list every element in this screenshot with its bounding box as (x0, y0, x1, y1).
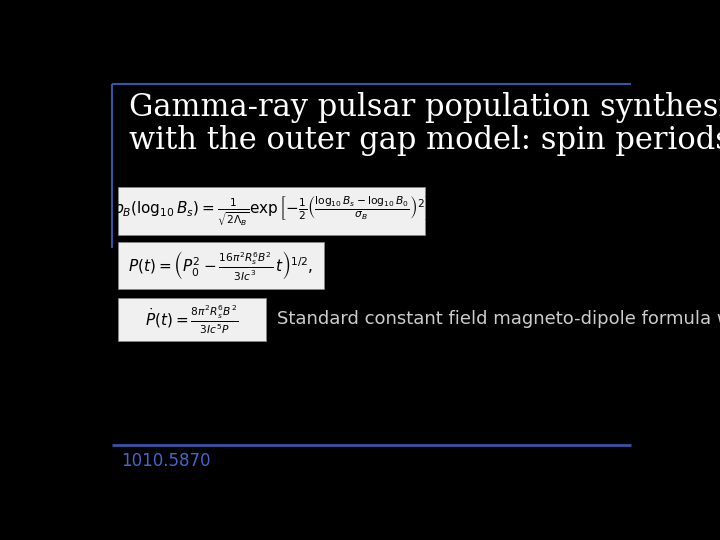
Text: Standard constant field magneto-dipole formula with constant angle: Standard constant field magneto-dipole f… (277, 310, 720, 328)
Text: 1010.5870: 1010.5870 (121, 451, 210, 470)
FancyBboxPatch shape (118, 241, 324, 289)
Text: $\dot{P}(t) = \frac{8\pi^2 R_s^6 B^2}{3Ic^5 P}$: $\dot{P}(t) = \frac{8\pi^2 R_s^6 B^2}{3I… (145, 303, 238, 336)
FancyBboxPatch shape (118, 298, 266, 341)
FancyBboxPatch shape (118, 187, 425, 235)
Text: $\rho_B(\log_{10} B_s) = \frac{1}{\sqrt{2\Lambda_B}} \exp\left[-\frac{1}{2}\left: $\rho_B(\log_{10} B_s) = \frac{1}{\sqrt{… (113, 194, 430, 228)
Text: Gamma-ray pulsar population synthesis: Gamma-ray pulsar population synthesis (129, 92, 720, 123)
Text: $P(t) = \left(P_0^2 - \frac{16\pi^2 R_s^6 B^2}{3Ic^3}\,t\right)^{1/2},$: $P(t) = \left(P_0^2 - \frac{16\pi^2 R_s^… (128, 249, 314, 282)
Text: with the outer gap model: spin periods: with the outer gap model: spin periods (129, 125, 720, 156)
